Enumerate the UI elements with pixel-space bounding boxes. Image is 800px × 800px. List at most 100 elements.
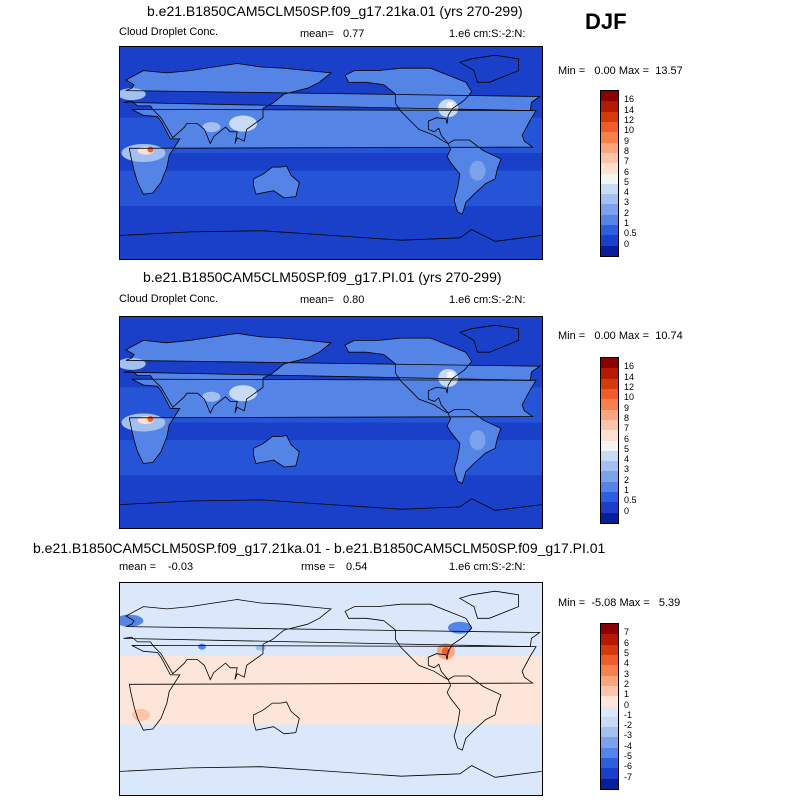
colorbar-1-tick-label: 8 [624,145,630,156]
colorbar-3-swatch [601,696,618,707]
colorbar-1-tick-label: 6 [624,166,630,177]
colorbar-3-tick-label: 7 [624,627,630,638]
colorbar-3-swatch [601,706,618,717]
colorbar-1-tick-label: 12 [624,114,635,125]
coastline-eurasia [123,599,541,681]
coastline-samerica [446,675,502,751]
colorbar-1-swatch [601,194,618,205]
colorbar-2-swatch [601,492,618,503]
map-field-land-australia [253,166,300,198]
colorbar-2-swatch [601,378,618,389]
panel-1-title: b.e21.B1850CAM5CLM50SP.f09_g17.21ka.01 (… [147,3,523,19]
colorbar-3-swatch [601,747,618,759]
panel-1-mean-label: mean= [300,28,334,40]
coastline-samerica [446,139,502,215]
colorbar-3-tick-label: 4 [624,658,630,669]
map-hotspot-south-asia [202,391,221,402]
colorbar-2-swatch [601,419,618,431]
colorbar-3-swatch [601,624,618,635]
map-diff-negative-central-asia [198,643,207,650]
panel-2-title: b.e21.B1850CAM5CLM50SP.f09_g17.PI.01 (yr… [143,269,502,285]
panel-3-rmse-label: rmse = [301,561,335,573]
colorbar-2-tick-label: 8 [624,412,630,423]
colorbar-3-tick-label: -7 [624,771,633,782]
colorbar-3-tick-label: 2 [624,678,630,689]
colorbar-3-swatch [601,675,618,686]
panel-3-rmse-value: 0.54 [346,561,368,573]
colorbar-3-swatch [601,644,618,655]
colorbar-1-tick-label: 3 [624,197,630,208]
panel-2-map [119,316,543,529]
panel-2-mean-value: 0.80 [343,294,365,306]
panel-3-colorbar [600,623,619,790]
map-hotspot-east-asia [229,115,258,132]
panel-2-minmax: Min = 0.00 Max = 10.74 [558,330,683,342]
colorbar-3-tick-label: 5 [624,647,630,658]
colorbar-2-swatch [601,440,618,451]
colorbar-2-tick-label: 10 [624,392,635,403]
colorbar-2-swatch [601,502,618,513]
coastline-namerica [344,603,473,680]
map-field-land-greenland [459,325,519,353]
colorbar-3-tick-label: -1 [624,709,633,720]
colorbar-1-swatch [601,204,618,215]
map-diff-negative-labrador [447,621,472,634]
colorbar-2-swatch [601,471,618,482]
coastline-eurasia [123,332,541,415]
colorbar-2-swatch [601,481,618,493]
coastline-australia [253,434,300,468]
panel-3-title: b.e21.B1850CAM5CLM50SP.f09_g17.21ka.01 -… [33,540,606,556]
coastline-australia [253,165,300,199]
colorbar-2-tick-label: 16 [624,361,635,372]
colorbar-1-tick-label: 0.5 [624,228,637,239]
map-hotspot-africa-peak [147,146,154,153]
coastline-greenland [458,54,520,83]
panel-2-variable: Cloud Droplet Conc. [119,293,219,305]
colorbar-3-swatch [601,768,618,779]
map-hotspot-africa-peak [147,415,154,422]
colorbar-3-swatch [601,778,618,789]
colorbar-3-swatch [601,665,618,676]
colorbar-2-swatch [601,512,618,523]
map-field-land-eurasia [123,333,540,414]
colorbar-1-swatch [601,214,618,226]
colorbar-2-tick-label: 1 [624,485,630,496]
colorbar-2-tick-label: 14 [624,371,635,382]
colorbar-1-swatch [601,173,618,184]
panel-3-map [119,582,543,796]
colorbar-1-tick-label: 5 [624,176,630,187]
panel-1-units: 1.e6 cm:S:-2:N: [449,28,526,40]
colorbar-3-tick-label: -2 [624,720,633,731]
colorbar-2-swatch [601,409,618,420]
map-field-land-namerica [345,338,472,414]
panel-3-minmax: Min = -5.08 Max = 5.39 [558,597,681,609]
map-hotspot-east-asia [229,385,258,402]
colorbar-1-tick-label: 0 [624,238,630,249]
map-hotspot-east-north-america-core [446,101,455,110]
colorbar-2-swatch [601,388,618,400]
colorbar-3-tick-label: 3 [624,668,630,679]
colorbar-3-tick-label: -6 [624,761,633,772]
colorbar-1-swatch [601,142,618,153]
coastline-africa [128,645,537,731]
map-field-land-greenland [459,55,519,83]
colorbar-3-tick-label: 6 [624,637,630,648]
colorbar-1-tick-label: 7 [624,156,630,167]
map-hotspot-east-north-america-core [446,371,455,380]
map-hotspot-south-asia [202,122,221,133]
colorbar-1-swatch [601,101,618,112]
panel-1-colorbar [600,90,619,257]
map-diff-positive-southern-africa [132,708,151,721]
colorbar-3-tick-label: 0 [624,699,630,710]
panel-1-minmax: Min = 0.00 Max = 13.57 [558,65,683,77]
colorbar-3-swatch [601,654,618,666]
colorbar-2-swatch [601,368,618,379]
colorbar-1-swatch [601,132,618,143]
colorbar-3-swatch [601,727,618,738]
coastline-antarctica [120,229,542,242]
colorbar-1-swatch [601,163,618,174]
colorbar-3-tick-label: -4 [624,740,633,751]
panel-3-mean-value: -0.03 [168,561,194,573]
colorbar-1-swatch [601,245,618,256]
coastline-greenland [458,324,520,353]
